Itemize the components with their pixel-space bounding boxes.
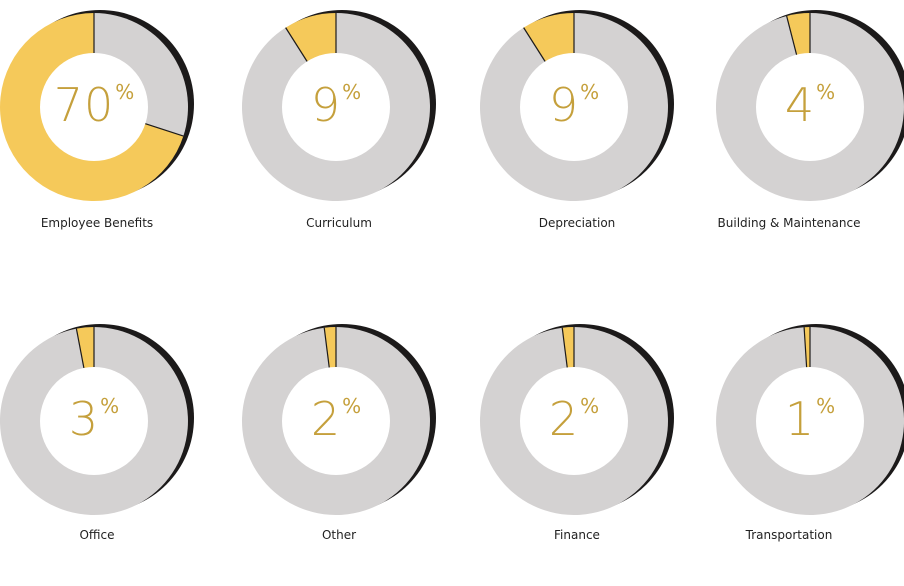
donut-svg xyxy=(479,324,674,515)
donut-hole xyxy=(520,53,628,161)
donut-chart-building-maintenance: 4% Building & Maintenance xyxy=(715,0,904,272)
donut-svg xyxy=(0,10,194,202)
donut-svg xyxy=(715,10,904,201)
donut-chart-depreciation: 9% Depreciation xyxy=(479,0,706,272)
donut-label: Building & Maintenance xyxy=(717,216,861,230)
donut-hole xyxy=(282,367,390,475)
donut-label: Other xyxy=(321,528,357,542)
donut-label: Transportation xyxy=(745,528,833,542)
donut-label: Employee Benefits xyxy=(40,216,154,230)
donut-chart-curriculum: 9% Curriculum xyxy=(241,0,468,272)
donut-chart-office: 3% Office xyxy=(0,314,226,586)
donut-svg xyxy=(0,324,194,515)
donut-label: Office xyxy=(79,528,115,542)
donut-hole xyxy=(520,367,628,475)
donut-label: Curriculum xyxy=(306,216,372,230)
donut-svg xyxy=(241,324,436,515)
donut-hole xyxy=(40,367,148,475)
donut-label: Finance xyxy=(554,528,600,542)
donut-hole xyxy=(40,53,148,161)
donut-hole xyxy=(282,53,390,161)
donut-chart-transportation: 1% Transportation xyxy=(716,314,904,586)
donut-chart-other: 2% Other xyxy=(241,314,468,586)
donut-hole xyxy=(756,367,864,475)
donut-chart-finance: 2% Finance xyxy=(479,314,706,586)
donut-svg xyxy=(716,324,904,515)
donut-label: Depreciation xyxy=(538,216,616,230)
donut-svg xyxy=(479,10,674,201)
donut-hole xyxy=(756,53,864,161)
donut-chart-employee-benefits: 70% Employee Benefits xyxy=(0,0,226,272)
donut-svg xyxy=(241,10,436,201)
